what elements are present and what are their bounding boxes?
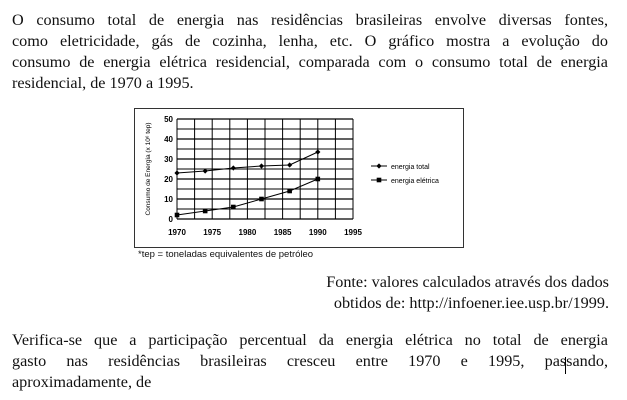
x-tick-label: 1985 <box>274 228 292 237</box>
data-point-diamond <box>315 149 321 155</box>
data-point-diamond <box>202 168 208 174</box>
x-tick-label: 1980 <box>239 228 257 237</box>
source-line-2: obtidos de: http://infoener.iee.usp.br/1… <box>333 294 609 312</box>
y-tick-label: 30 <box>164 155 173 164</box>
y-tick-label: 50 <box>164 115 173 124</box>
y-tick-label: 20 <box>164 175 173 184</box>
energy-chart-svg: 1970 1975 1980 1985 1990 1995 0 10 20 30 40 50 Consu… <box>145 115 439 237</box>
data-point-square <box>259 196 264 202</box>
series-line <box>176 151 319 174</box>
question-paragraph: Verifica-se que a participação percentua… <box>12 330 608 393</box>
intro-line: O consumo total de energia nas residênci… <box>12 11 608 29</box>
source-line-1: Fonte: valores calculados através dos da… <box>326 273 609 291</box>
question-line: aproximadamente, de <box>12 373 152 391</box>
intro-line: como eletricidade, gás de cozinha, lenha… <box>12 32 608 50</box>
legend-label: energia total <box>391 164 430 171</box>
intro-line: consumo de energia elétrica residencial,… <box>12 53 608 71</box>
data-point-diamond <box>287 162 293 168</box>
intro-line: residencial, de 1970 a 1995. <box>12 74 194 92</box>
y-tick-label: 10 <box>164 195 173 204</box>
intro-paragraph: O consumo total de energia nas residênci… <box>12 10 608 94</box>
x-tick-label: 1970 <box>168 228 186 237</box>
data-point-square <box>202 208 208 214</box>
series-line <box>176 178 318 216</box>
question-line: Verifica-se que a participação percentua… <box>12 331 608 349</box>
data-point-square <box>231 204 236 210</box>
legend-label: energia elétrica <box>391 178 439 185</box>
data-point-diamond <box>230 165 236 171</box>
legend-marker-square <box>376 177 382 183</box>
y-axis-label: Consumo de Energia (x 10⁶ tep) <box>145 122 152 215</box>
x-tick-label: 1990 <box>309 228 327 237</box>
data-point-diamond <box>258 163 265 169</box>
energy-chart: 1970 1975 1980 1985 1990 1995 0 10 20 30 40 50 Consu… <box>134 108 464 248</box>
legend-marker-diamond <box>376 163 382 169</box>
data-point-square <box>287 188 292 194</box>
y-tick-label: 0 <box>169 215 174 224</box>
text-cursor <box>565 357 566 374</box>
x-tick-label: 1975 <box>203 228 221 237</box>
data-point-square <box>315 176 321 182</box>
data-point-square <box>174 212 180 218</box>
question-line: gasto nas residências brasileiras cresce… <box>12 352 608 370</box>
data-point-diamond <box>174 170 180 176</box>
x-tick-label: 1995 <box>344 228 362 237</box>
y-tick-label: 40 <box>164 135 173 144</box>
chart-footnote: *tep = toneladas equivalentes de petróle… <box>138 249 314 260</box>
